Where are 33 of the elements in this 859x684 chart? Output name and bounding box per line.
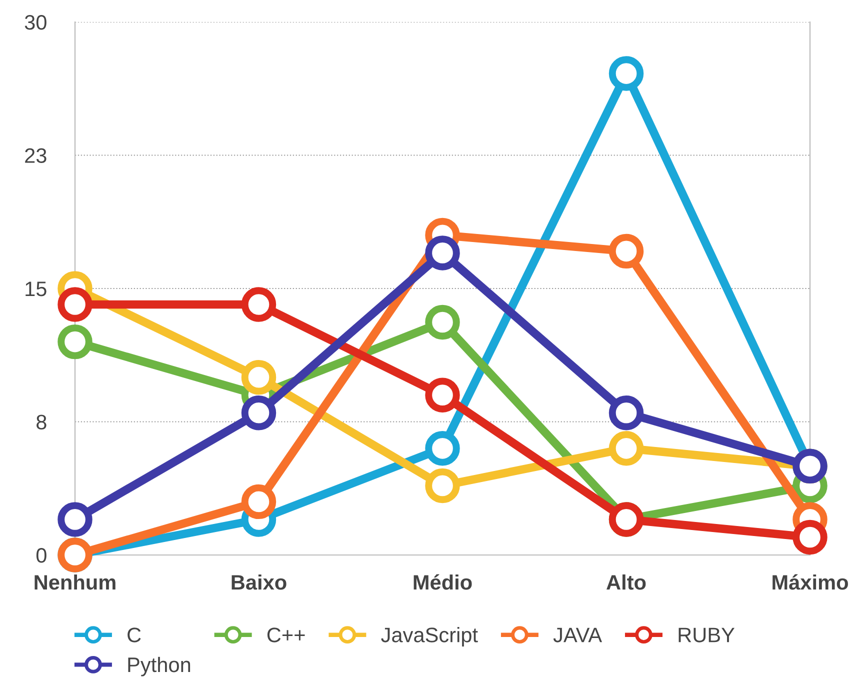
x-tick-label: Máximo bbox=[772, 574, 848, 590]
point bbox=[241, 484, 276, 520]
point bbox=[58, 324, 92, 360]
y-tick-label: 0 bbox=[36, 548, 46, 563]
y-tick-label: 15 bbox=[26, 282, 46, 296]
point bbox=[58, 287, 92, 322]
legend-label: C bbox=[128, 628, 141, 642]
point bbox=[58, 502, 92, 537]
point bbox=[241, 360, 276, 395]
point bbox=[425, 431, 460, 466]
legend-label: C++ bbox=[267, 628, 305, 642]
y-tick-label: 23 bbox=[25, 148, 46, 164]
point bbox=[608, 56, 644, 91]
point bbox=[241, 396, 276, 430]
legend-label: JAVA bbox=[553, 628, 602, 642]
y-tick-label: 8 bbox=[36, 414, 46, 430]
point bbox=[608, 234, 644, 269]
point bbox=[425, 468, 460, 504]
point bbox=[241, 287, 276, 322]
legend-label: JavaScript bbox=[381, 627, 478, 646]
point bbox=[425, 378, 460, 412]
x-tick-label: Nenhum bbox=[34, 574, 116, 590]
legend-label: Python bbox=[128, 656, 190, 676]
point bbox=[425, 236, 460, 270]
point bbox=[792, 520, 828, 555]
x-tick-label: Médio bbox=[414, 574, 472, 590]
point bbox=[608, 431, 644, 466]
legend-label: RUBY bbox=[678, 628, 734, 642]
x-tick-label: Baixo bbox=[232, 574, 286, 590]
point bbox=[425, 304, 460, 340]
y-tick-label: 30 bbox=[24, 15, 46, 30]
point bbox=[608, 396, 644, 430]
x-tick-label: Alto bbox=[606, 574, 646, 590]
